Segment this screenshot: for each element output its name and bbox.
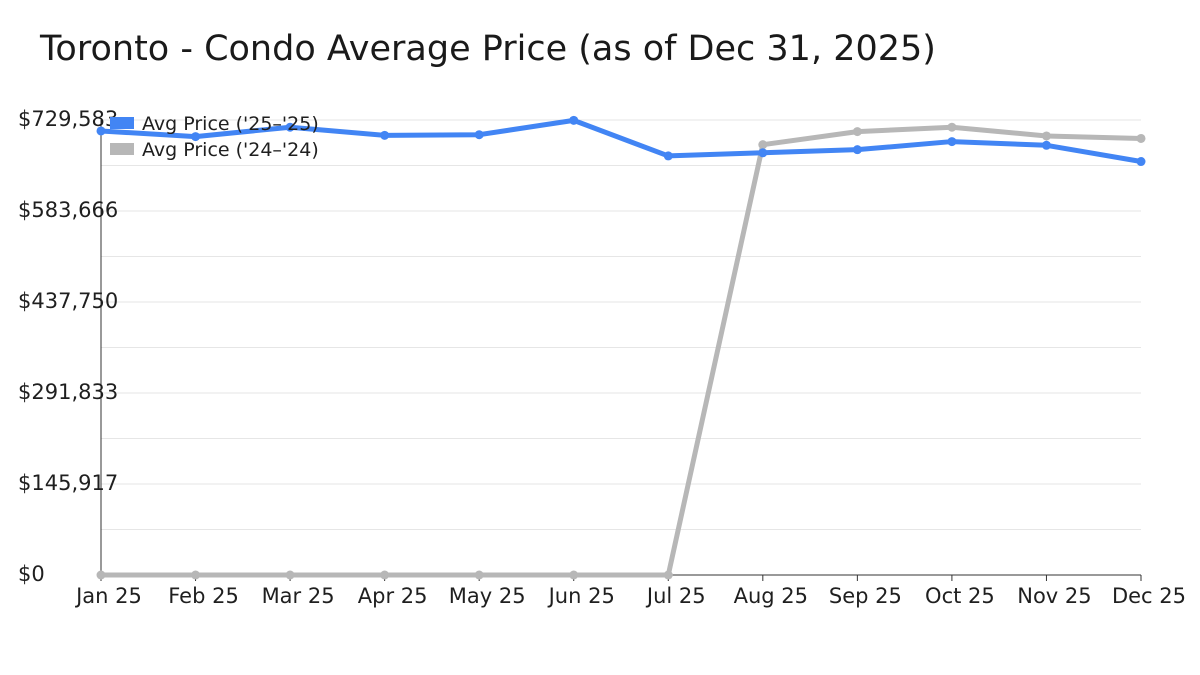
x-tick-label: Jun 25: [547, 584, 615, 608]
data-point-0[interactable]: [1041, 140, 1051, 150]
data-point-1[interactable]: [947, 122, 957, 132]
data-point-1[interactable]: [380, 570, 390, 580]
x-tick-label: Aug 25: [734, 584, 808, 608]
y-tick-label: $437,750: [18, 289, 118, 313]
data-point-0[interactable]: [474, 130, 484, 140]
data-point-0[interactable]: [191, 132, 201, 142]
data-point-1[interactable]: [1136, 133, 1146, 143]
x-tick-label: Oct 25: [925, 584, 995, 608]
data-point-0[interactable]: [380, 130, 390, 140]
x-tick-label: Jan 25: [74, 584, 142, 608]
data-point-0[interactable]: [758, 148, 768, 158]
data-point-1[interactable]: [663, 570, 673, 580]
x-tick-label: Jul 25: [645, 584, 706, 608]
data-point-1[interactable]: [569, 570, 579, 580]
data-point-1[interactable]: [1041, 131, 1051, 141]
data-point-1[interactable]: [285, 570, 295, 580]
y-tick-label: $0: [18, 562, 45, 586]
series-lines: [96, 115, 1146, 580]
data-point-1[interactable]: [474, 570, 484, 580]
series-line-0: [98, 117, 1144, 165]
data-point-0[interactable]: [569, 115, 579, 125]
legend-swatch: [110, 143, 134, 155]
x-tick-label: Apr 25: [358, 584, 428, 608]
series-line-1: [98, 124, 1144, 578]
data-point-0[interactable]: [663, 151, 673, 161]
data-point-1[interactable]: [96, 570, 106, 580]
gridlines: [101, 119, 1141, 530]
y-tick-labels: $0$145,917$291,833$437,750$583,666$729,5…: [18, 107, 118, 586]
data-point-0[interactable]: [1136, 157, 1146, 167]
data-point-0[interactable]: [947, 137, 957, 147]
x-tick-label: Mar 25: [262, 584, 335, 608]
x-tick-labels: Jan 25 Feb 25 Mar 25 Apr 25 May 25 Jun 25 Jul …: [74, 575, 1186, 608]
data-point-1[interactable]: [191, 570, 201, 580]
x-tick-label: Nov 25: [1017, 584, 1091, 608]
legend-label[interactable]: Avg Price ('24–'24): [142, 139, 319, 161]
data-point-0[interactable]: [285, 122, 295, 132]
y-tick-label: $145,917: [18, 471, 118, 495]
data-point-1[interactable]: [758, 140, 768, 150]
legend-swatch: [110, 117, 134, 129]
y-tick-label: $291,833: [18, 380, 118, 404]
chart-title: Toronto - Condo Average Price (as of Dec…: [39, 29, 936, 69]
y-tick-label: $583,666: [18, 198, 118, 222]
x-tick-label: Feb 25: [168, 584, 239, 608]
legend[interactable]: Avg Price ('25–'25) Avg Price ('24–'24): [110, 113, 319, 161]
data-point-0[interactable]: [96, 126, 106, 136]
data-point-0[interactable]: [852, 145, 862, 155]
x-tick-label: Sep 25: [829, 584, 902, 608]
x-tick-label: May 25: [449, 584, 526, 608]
legend-label[interactable]: Avg Price ('25–'25): [142, 113, 319, 135]
x-tick-label: Dec 25: [1112, 584, 1186, 608]
data-point-1[interactable]: [852, 127, 862, 137]
